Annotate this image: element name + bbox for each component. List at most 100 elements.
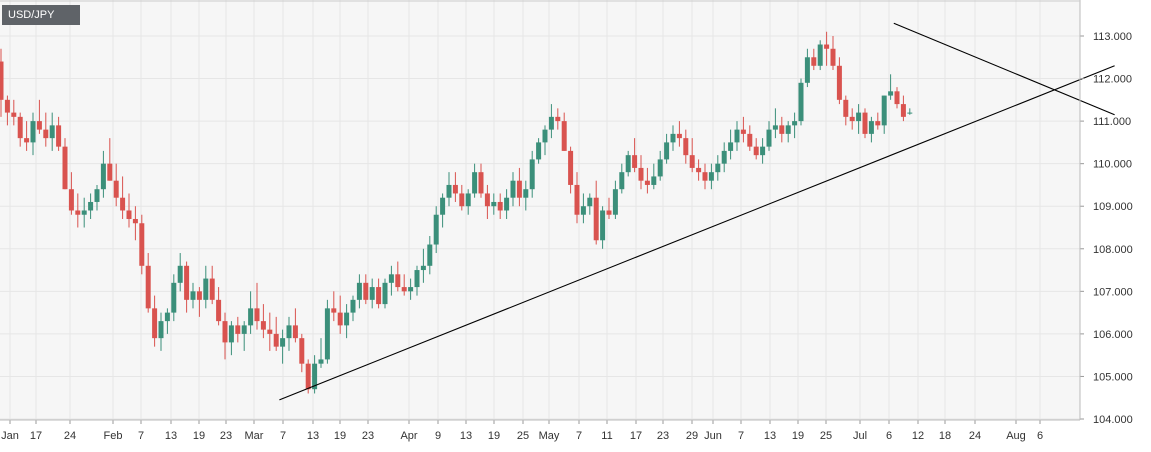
candle-body: [772, 125, 778, 130]
candle-body: [382, 282, 388, 305]
candle-body: [184, 265, 190, 300]
candle-body: [113, 180, 119, 198]
candle-body: [753, 146, 759, 156]
candle-body: [363, 282, 369, 300]
candle-body: [817, 44, 823, 66]
candle-body: [49, 125, 55, 139]
candle-body: [689, 155, 695, 168]
y-tick-label: 108.000: [1093, 244, 1133, 256]
candle-body: [440, 197, 446, 215]
candle-body: [395, 274, 401, 288]
bullish-candle: [792, 112, 798, 139]
x-tick-label: 17: [630, 430, 642, 442]
candle-body: [734, 129, 740, 143]
candle-body: [56, 125, 62, 147]
candle-body: [376, 287, 382, 305]
candle-body: [254, 308, 260, 322]
candle-body: [164, 312, 170, 322]
candle-body: [657, 159, 663, 177]
x-tick-label: 19: [193, 430, 205, 442]
candle-body: [875, 121, 881, 126]
candle-body: [427, 244, 433, 266]
candle-body: [126, 210, 132, 219]
bullish-candle: [907, 108, 913, 115]
bearish-candle: [36, 99, 42, 134]
bullish-candle: [619, 163, 625, 194]
candle-body: [747, 133, 753, 147]
bearish-candle: [337, 295, 343, 334]
bullish-candle: [49, 112, 55, 151]
candle-body: [273, 333, 279, 347]
bearish-candle: [689, 138, 695, 173]
candle-body: [702, 172, 708, 181]
candle-body: [792, 121, 798, 126]
candle-body: [721, 150, 727, 164]
candle-body: [600, 210, 606, 241]
bullish-candle: [408, 278, 414, 300]
candle-body: [408, 287, 414, 292]
candle-body: [849, 116, 855, 122]
bearish-candle: [830, 36, 836, 71]
candle-body: [766, 129, 772, 147]
candle-body: [177, 265, 183, 283]
bullish-candle: [868, 116, 874, 143]
candle-body: [491, 201, 497, 207]
bullish-candle: [446, 172, 452, 207]
x-tick-label: 13: [165, 430, 177, 442]
bullish-candle: [427, 236, 433, 275]
bullish-candle: [94, 184, 100, 211]
candle-body: [388, 274, 394, 283]
bearish-candle: [555, 108, 561, 130]
x-tick-label: 7: [280, 430, 286, 442]
candle-layer: [0, 31, 913, 394]
x-tick-label: 17: [30, 430, 42, 442]
candle-body: [625, 155, 631, 173]
candle-body: [171, 282, 177, 313]
x-tick-label: 23: [220, 430, 232, 442]
bullish-candle: [510, 172, 516, 207]
candle-body: [478, 172, 484, 194]
x-tick-label: 19: [792, 430, 804, 442]
x-tick-label: 6: [886, 430, 892, 442]
bullish-candle: [798, 78, 804, 126]
bearish-candle: [139, 214, 145, 275]
bullish-candle: [670, 125, 676, 151]
candle-body: [81, 210, 87, 215]
x-tick-label: 7: [138, 430, 144, 442]
x-tick-label: 9: [435, 430, 441, 442]
x-tick-label: 18: [939, 430, 951, 442]
bullish-candle: [721, 142, 727, 173]
axis-layer: 104.000 105.000 106.000 107.000 108.000 109.0…: [0, 0, 1133, 442]
candle-body: [894, 91, 900, 105]
bearish-candle: [299, 333, 305, 373]
bearish-candle: [644, 167, 650, 194]
x-tick-label: 13: [460, 430, 472, 442]
candle-body: [516, 180, 522, 198]
candle-body: [510, 180, 516, 198]
candle-body: [292, 325, 298, 339]
bullish-candle: [817, 40, 823, 71]
candle-body: [868, 121, 874, 134]
bullish-candle: [241, 321, 247, 351]
bullish-candle: [420, 248, 426, 283]
candle-body: [68, 189, 74, 211]
candle-body: [638, 167, 644, 181]
candle-body: [804, 57, 810, 83]
bullish-candle: [760, 138, 766, 164]
candle-body: [0, 61, 4, 100]
x-tick-label: Jan: [1, 430, 19, 442]
candle-body: [344, 312, 350, 326]
bullish-candle: [651, 163, 657, 190]
candle-body: [452, 184, 458, 194]
bearish-candle: [113, 163, 119, 207]
bearish-candle: [459, 184, 465, 211]
candle-body: [536, 142, 542, 160]
bullish-candle: [472, 163, 478, 198]
bullish-candle: [625, 150, 631, 177]
bearish-candle: [152, 295, 158, 347]
candle-body: [497, 201, 503, 211]
bearish-candle: [484, 184, 490, 219]
candle-body: [331, 308, 337, 313]
bearish-candle: [516, 167, 522, 207]
candle-body: [606, 210, 612, 215]
